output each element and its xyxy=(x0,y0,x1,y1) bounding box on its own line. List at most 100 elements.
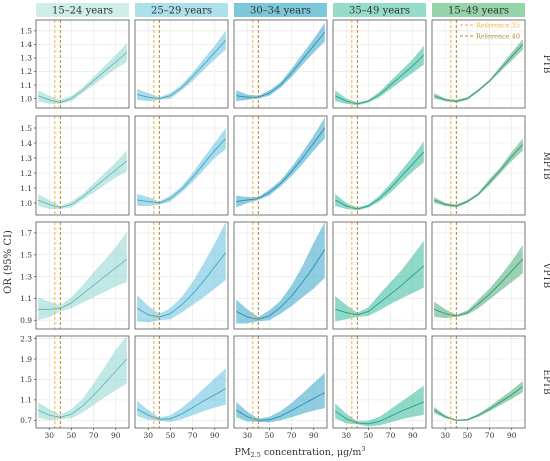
column-header-label: 35–49 years xyxy=(349,6,410,17)
or-curve-line xyxy=(38,358,127,418)
y-tick-label: 1.5 xyxy=(20,27,32,36)
x-tick-label: 30 xyxy=(144,431,154,440)
x-axis-label-subscript: 2.5 xyxy=(251,451,261,459)
x-tick-label: 50 xyxy=(67,431,77,440)
or-curve-line xyxy=(434,44,523,102)
or-curve-line xyxy=(137,40,226,99)
ci-band xyxy=(434,39,523,103)
or-curve-line xyxy=(434,144,523,207)
x-tick-label: 50 xyxy=(463,431,473,440)
x-tick-label: 30 xyxy=(243,431,253,440)
x-axis-label: PM2.5 concentration, μg/m3 xyxy=(234,445,365,459)
x-tick-label: 90 xyxy=(507,431,517,440)
y-tick-label: 0.9 xyxy=(20,316,32,325)
ci-band xyxy=(38,336,127,421)
panel-frame xyxy=(233,335,328,429)
x-tick-label: 90 xyxy=(210,431,220,440)
panel-frame xyxy=(134,335,229,429)
panel xyxy=(332,221,427,330)
ci-band xyxy=(38,43,127,104)
y-tick-label: 1.4 xyxy=(20,40,32,49)
x-tick-label: 90 xyxy=(309,431,319,440)
legend-label: Reference 40 xyxy=(476,33,520,41)
row-label: MPTB xyxy=(541,152,550,180)
ci-band xyxy=(236,222,325,324)
ci-band xyxy=(335,141,424,211)
panel xyxy=(332,19,427,109)
column-header-bg xyxy=(135,3,228,17)
x-tick-label: 30 xyxy=(342,431,352,440)
y-tick-label: 1.5 xyxy=(20,124,32,133)
or-curve xyxy=(434,44,524,102)
panel-frame xyxy=(332,19,427,109)
x-axis-label-rest: concentration, μg/m xyxy=(261,447,361,458)
y-tick-label: 1.2 xyxy=(20,67,32,76)
ci-band xyxy=(38,231,127,321)
panel-frame xyxy=(332,221,427,330)
x-tick-label: 70 xyxy=(386,431,396,440)
panel: 0.7 1.1 1.5 1.9 2.3 30 50 70 90 xyxy=(20,334,130,440)
row-labels: PTB MPTB VPTB EPTB xyxy=(541,55,550,395)
or-curve-line xyxy=(335,151,424,210)
ci-band xyxy=(335,45,424,106)
panel-frame xyxy=(431,335,526,429)
ci-band xyxy=(236,117,325,208)
or-curve-line xyxy=(236,32,325,98)
ci-band xyxy=(137,222,226,323)
chart-panels: 1.0 1.1 1.2 1.3 1.4 1.5 1.0 1.1 1.2 1.3 1.4 1.5 0.9 1… xyxy=(20,19,526,440)
column-header-label: 15–49 years xyxy=(448,6,509,17)
y-tick-label: 2.3 xyxy=(20,334,32,343)
y-tick-label: 1.0 xyxy=(20,94,32,103)
panel xyxy=(233,115,328,216)
y-tick-label: 1.3 xyxy=(20,154,32,163)
y-tick-label: 1.2 xyxy=(20,169,32,178)
or-curve xyxy=(434,144,524,207)
panel-frame xyxy=(233,115,328,216)
panel-frame xyxy=(332,115,427,216)
panel: 0.9 1.1 1.3 1.5 1.7 xyxy=(20,221,130,330)
column-header-bg xyxy=(36,3,129,17)
y-tick-label: 0.7 xyxy=(20,416,32,425)
ci-band xyxy=(236,22,325,102)
panel-frame xyxy=(233,221,328,330)
panel-frame xyxy=(332,335,427,429)
column-header-label: 30–34 years xyxy=(250,6,311,17)
panel-frame xyxy=(35,335,130,429)
y-tick-label: 1.3 xyxy=(20,272,32,281)
or-curve-line xyxy=(335,55,424,105)
x-tick-label: 90 xyxy=(111,431,121,440)
y-axis-label: OR (95% CI) xyxy=(3,230,14,294)
column-header-bg xyxy=(234,3,327,17)
x-axis-label-superscript: 3 xyxy=(361,445,365,453)
panel xyxy=(431,19,526,109)
column-header-bg xyxy=(333,3,426,17)
panel xyxy=(431,115,526,216)
panel: 30 50 70 90 xyxy=(233,335,328,440)
x-tick-label: 50 xyxy=(166,431,176,440)
or-curve-line xyxy=(335,401,424,425)
x-tick-label: 50 xyxy=(265,431,275,440)
or-curve-line xyxy=(434,258,523,317)
or-curve-line xyxy=(137,252,226,318)
y-tick-label: 1.9 xyxy=(20,355,32,364)
or-curve-line xyxy=(236,392,325,421)
y-tick-label: 1.1 xyxy=(20,396,32,405)
panel xyxy=(233,19,328,109)
y-tick-label: 1.1 xyxy=(20,81,32,90)
ci-band xyxy=(335,240,424,322)
y-tick-label: 1.5 xyxy=(20,251,32,260)
y-tick-label: 1.1 xyxy=(20,184,32,193)
ci-band xyxy=(137,368,226,422)
panel xyxy=(134,19,229,109)
y-tick-label: 1.4 xyxy=(20,139,32,148)
panel xyxy=(233,221,328,330)
x-tick-label: 70 xyxy=(485,431,495,440)
y-tick-label: 1.7 xyxy=(20,229,32,238)
panel-frame xyxy=(431,115,526,216)
row-label: VPTB xyxy=(541,262,550,289)
x-tick-label: 70 xyxy=(89,431,99,440)
or-curve-line xyxy=(137,388,226,420)
ci-band xyxy=(434,381,523,421)
panel xyxy=(134,115,229,216)
panel xyxy=(332,115,427,216)
